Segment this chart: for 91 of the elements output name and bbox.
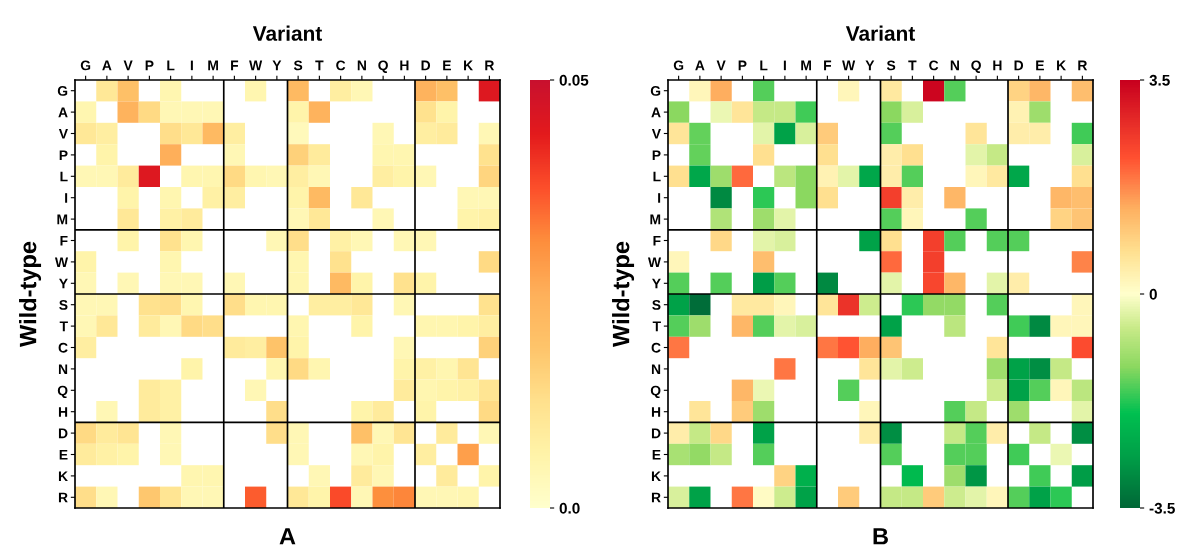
x-tick-label: L [760, 60, 768, 71]
y-axis-title: Wild-type [19, 241, 42, 347]
y-tick-label: I [658, 193, 661, 203]
x-axis-title: Variant [252, 25, 322, 41]
y-tick-label: E [59, 449, 68, 460]
x-tick-label: Y [865, 60, 875, 71]
y-tick-label: P [59, 150, 68, 160]
y-tick-label: R [651, 492, 661, 503]
y-tick-label: D [651, 428, 661, 439]
y-tick-label: K [651, 471, 661, 481]
y-tick-label: E [652, 449, 661, 460]
y-tick-label: V [651, 128, 661, 139]
x-axis-title: Variant [845, 25, 915, 41]
x-tick-label: P [738, 60, 747, 71]
y-tick-label: W [647, 257, 662, 267]
x-tick-label: Y [272, 60, 282, 71]
y-tick-label: Q [57, 385, 68, 399]
x-tick-label: Q [378, 60, 388, 73]
x-tick-label: E [443, 60, 451, 71]
x-tick-label: S [886, 60, 896, 71]
y-tick-label: M [650, 214, 661, 225]
x-tick-label: E [1036, 60, 1044, 71]
y-tick-label: C [58, 342, 68, 353]
x-tick-label: H [993, 60, 1002, 71]
x-tick-label: K [1057, 60, 1067, 71]
y-tick-label: T [59, 321, 68, 332]
x-tick-label: F [231, 60, 239, 71]
y-tick-label: A [651, 107, 661, 118]
y-tick-label: K [58, 471, 68, 481]
x-tick-label: D [1014, 60, 1024, 71]
y-tick-label: Q [650, 385, 661, 399]
x-tick-label: A [102, 60, 112, 71]
y-tick-label: N [58, 364, 68, 374]
x-tick-label: T [315, 60, 324, 71]
x-tick-label: N [357, 60, 366, 71]
y-tick-label: C [651, 342, 661, 353]
y-tick-label: H [651, 407, 661, 417]
y-tick-label: G [650, 86, 661, 96]
x-tick-label: A [695, 60, 705, 71]
x-tick-label: D [421, 60, 431, 71]
y-tick-label: I [65, 193, 68, 203]
x-tick-label: G [673, 60, 684, 71]
y-tick-label: L [653, 171, 661, 182]
x-tick-label: I [783, 60, 786, 71]
color-bar-label: 3.5 [1149, 74, 1170, 86]
x-tick-label: P [145, 60, 154, 71]
x-tick-label: I [190, 60, 193, 71]
y-tick-label: S [59, 300, 68, 310]
x-tick-label: L [167, 60, 175, 71]
x-tick-label: C [929, 60, 939, 71]
y-tick-label: H [58, 407, 68, 417]
y-tick-label: N [651, 364, 661, 374]
color-bar-label: 0.0 [559, 502, 580, 514]
x-tick-label: F [824, 60, 832, 71]
x-tick-label: C [336, 60, 346, 71]
y-tick-label: P [652, 150, 661, 160]
color-bar-label: 0.05 [559, 74, 589, 86]
y-tick-label: D [58, 428, 68, 439]
y-tick-label: L [60, 171, 68, 182]
x-tick-label: S [293, 60, 303, 71]
y-tick-label: F [653, 235, 661, 246]
x-tick-label: V [716, 60, 726, 71]
x-tick-label: Q [971, 60, 981, 73]
y-tick-label: T [652, 321, 661, 332]
x-tick-label: G [80, 60, 91, 71]
x-tick-label: W [249, 60, 263, 71]
color-bar-label: 0 [1149, 288, 1157, 300]
x-tick-label: N [950, 60, 959, 71]
x-tick-label: T [908, 60, 917, 71]
x-tick-label: R [1078, 60, 1088, 71]
x-tick-label: M [801, 60, 811, 71]
y-tick-label: F [60, 235, 68, 246]
y-tick-label: Y [59, 278, 68, 289]
x-tick-label: M [208, 60, 218, 71]
y-tick-label: R [58, 492, 68, 503]
y-tick-label: G [57, 86, 68, 96]
y-tick-label: Y [652, 278, 661, 289]
y-tick-label: W [54, 257, 69, 267]
text: B [873, 528, 888, 545]
x-tick-label: H [400, 60, 409, 71]
y-axis-title: Wild-type [612, 241, 635, 347]
y-tick-label: M [57, 214, 68, 225]
x-tick-label: W [842, 60, 856, 71]
x-tick-label: R [485, 60, 495, 71]
y-tick-label: A [58, 107, 68, 118]
color-bar-label: -3.5 [1149, 502, 1175, 514]
y-tick-label: V [58, 128, 68, 139]
text: A [279, 528, 296, 545]
y-tick-label: S [652, 300, 661, 310]
x-tick-label: K [464, 60, 474, 71]
x-tick-label: V [123, 60, 133, 71]
